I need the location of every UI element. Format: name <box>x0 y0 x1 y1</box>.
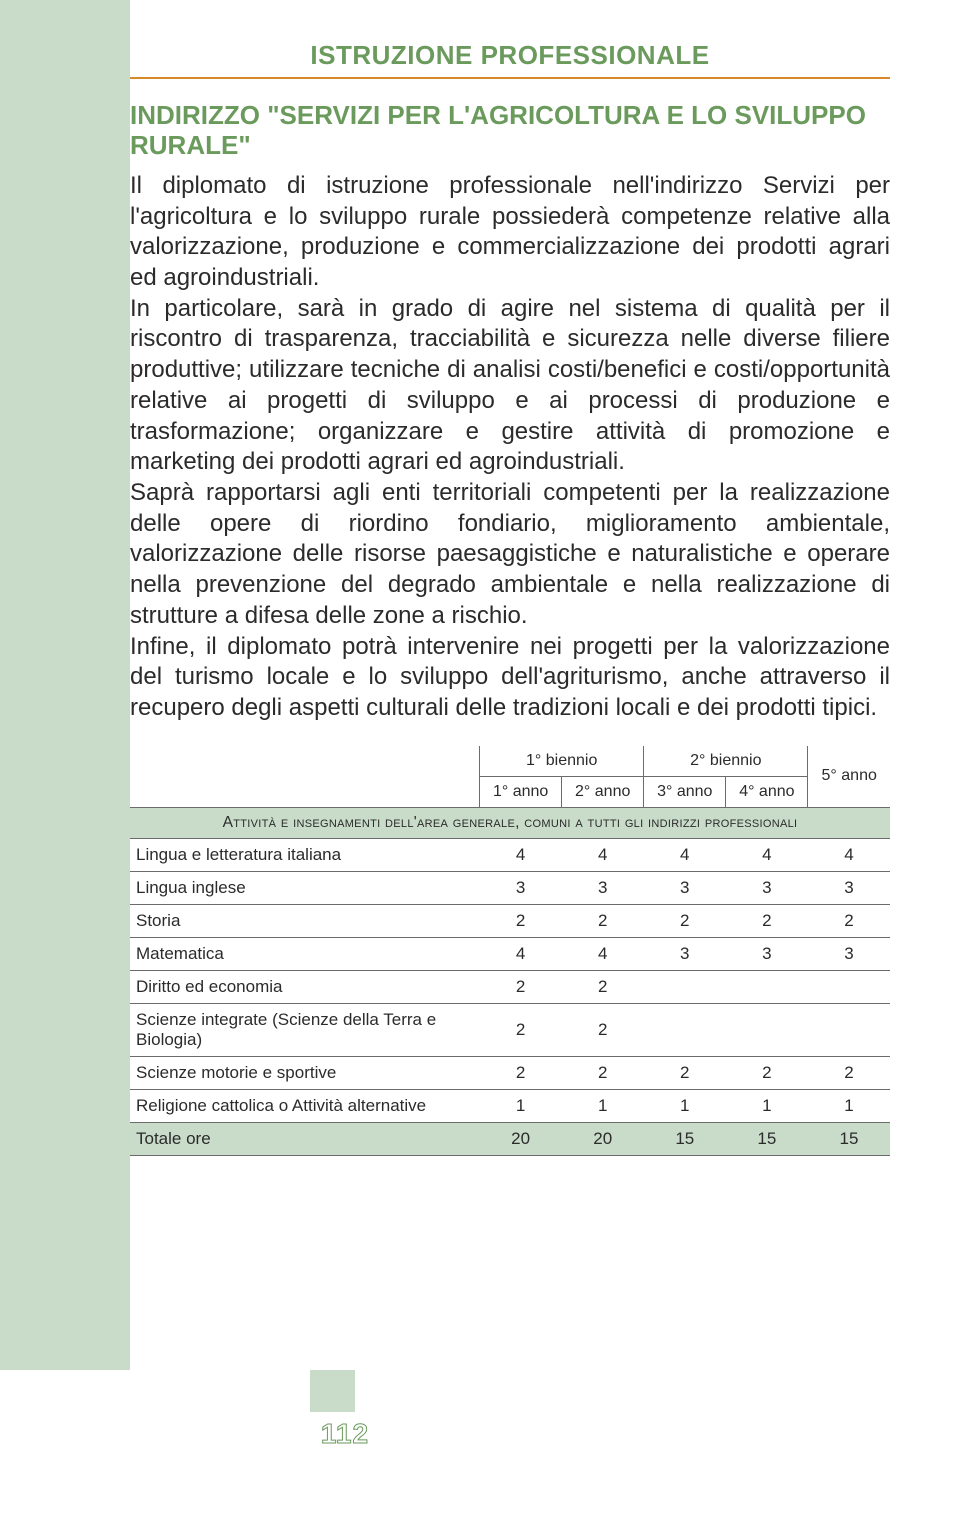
section-title: INDIRIZZO "SERVIZI PER L'AGRICOLTURA E L… <box>130 101 890 161</box>
table-cell: 3 <box>644 937 726 970</box>
table-row: Religione cattolica o Attività alternati… <box>130 1089 890 1122</box>
curriculum-table: 1° biennio 2° biennio 5° anno 1° anno 2°… <box>130 746 890 1156</box>
table-cell: 2 <box>480 904 562 937</box>
table-cell: 3 <box>644 871 726 904</box>
table-cell: 20 <box>562 1122 644 1155</box>
table-cell <box>644 970 726 1003</box>
page-number-bar <box>310 1370 355 1412</box>
table-row: Matematica44333 <box>130 937 890 970</box>
table-cell: 3 <box>726 871 808 904</box>
table-cell: 2 <box>562 1003 644 1056</box>
table-row: Lingua e letteratura italiana44444 <box>130 838 890 871</box>
table-cell: 2 <box>808 1056 890 1089</box>
table-cell: 3 <box>480 871 562 904</box>
table-total-label: Totale ore <box>130 1122 480 1155</box>
page-content: ISTRUZIONE PROFESSIONALE INDIRIZZO "SERV… <box>130 40 890 1156</box>
table-subject: Storia <box>130 904 480 937</box>
table-header-year: 1° anno <box>480 776 562 807</box>
table-subject: Religione cattolica o Attività alternati… <box>130 1089 480 1122</box>
table-cell <box>808 1003 890 1056</box>
table-cell <box>644 1003 726 1056</box>
table-cell: 4 <box>480 937 562 970</box>
table-header-blank <box>130 776 480 807</box>
table-cell <box>808 970 890 1003</box>
paragraph: Saprà rapportarsi agli enti territoriali… <box>130 478 890 632</box>
table-row: Scienze integrate (Scienze della Terra e… <box>130 1003 890 1056</box>
table-cell: 15 <box>726 1122 808 1155</box>
table-subject: Matematica <box>130 937 480 970</box>
table-row: Diritto ed economia22 <box>130 970 890 1003</box>
table-cell: 1 <box>808 1089 890 1122</box>
table-cell: 2 <box>480 1003 562 1056</box>
table-cell: 4 <box>562 937 644 970</box>
table-cell: 1 <box>726 1089 808 1122</box>
table-row: Scienze motorie e sportive22222 <box>130 1056 890 1089</box>
table-header-blank <box>130 746 480 777</box>
table-header-group: 2° biennio <box>644 746 808 777</box>
paragraph: In particolare, sarà in grado di agire n… <box>130 294 890 478</box>
table-header-group: 1° biennio <box>480 746 644 777</box>
table-section-label: Attività e insegnamenti dell'area genera… <box>130 807 890 838</box>
table-cell: 4 <box>644 838 726 871</box>
table-cell: 15 <box>644 1122 726 1155</box>
table-subject: Scienze motorie e sportive <box>130 1056 480 1089</box>
table-row: Lingua inglese33333 <box>130 871 890 904</box>
table-cell <box>726 970 808 1003</box>
table-header-group: 5° anno <box>808 746 890 808</box>
table-cell: 2 <box>726 904 808 937</box>
paragraph: Infine, il diplomato potrà intervenire n… <box>130 632 890 724</box>
table-cell: 3 <box>562 871 644 904</box>
table-cell: 2 <box>562 970 644 1003</box>
table-subject: Lingua inglese <box>130 871 480 904</box>
table-cell: 1 <box>644 1089 726 1122</box>
table-total-row: Totale ore 20 20 15 15 15 <box>130 1122 890 1155</box>
table-subject: Lingua e letteratura italiana <box>130 838 480 871</box>
table-cell: 2 <box>644 1056 726 1089</box>
table-cell: 2 <box>808 904 890 937</box>
table-cell: 2 <box>562 904 644 937</box>
table-header-year: 3° anno <box>644 776 726 807</box>
table-cell: 2 <box>562 1056 644 1089</box>
table-cell: 4 <box>562 838 644 871</box>
table-cell: 1 <box>562 1089 644 1122</box>
left-sidebar <box>0 0 130 1370</box>
table-section-row: Attività e insegnamenti dell'area genera… <box>130 807 890 838</box>
body-text: Il diplomato di istruzione professionale… <box>130 171 890 724</box>
table-cell: 1 <box>480 1089 562 1122</box>
table-cell: 4 <box>726 838 808 871</box>
table-header-row: 1° anno 2° anno 3° anno 4° anno <box>130 776 890 807</box>
table-header-year: 2° anno <box>562 776 644 807</box>
table-cell: 2 <box>480 1056 562 1089</box>
table-header-year: 4° anno <box>726 776 808 807</box>
table-cell: 3 <box>808 937 890 970</box>
table-header-row: 1° biennio 2° biennio 5° anno <box>130 746 890 777</box>
table-cell: 15 <box>808 1122 890 1155</box>
table-cell: 20 <box>480 1122 562 1155</box>
table-cell: 3 <box>726 937 808 970</box>
table-cell: 4 <box>808 838 890 871</box>
table-subject: Scienze integrate (Scienze della Terra e… <box>130 1003 480 1056</box>
paragraph: Il diplomato di istruzione professionale… <box>130 171 890 294</box>
table-cell: 2 <box>726 1056 808 1089</box>
table-row: Storia22222 <box>130 904 890 937</box>
table-cell: 3 <box>808 871 890 904</box>
table-subject: Diritto ed economia <box>130 970 480 1003</box>
page-header: ISTRUZIONE PROFESSIONALE <box>130 40 890 79</box>
table-cell: 4 <box>480 838 562 871</box>
table-cell: 2 <box>644 904 726 937</box>
table-cell: 2 <box>480 970 562 1003</box>
table-cell <box>726 1003 808 1056</box>
page-number: 112 <box>310 1418 380 1450</box>
